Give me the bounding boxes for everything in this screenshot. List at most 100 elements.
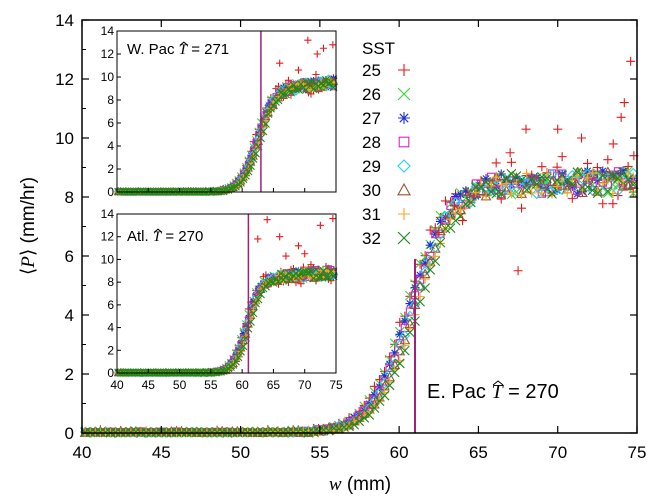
- main-point: [460, 186, 472, 198]
- wpac-y-tick-label: 6: [107, 116, 114, 130]
- main-point: [395, 329, 405, 339]
- main-point: [608, 172, 618, 182]
- wpac-point: [327, 78, 335, 87]
- legend-label: 30: [362, 181, 381, 200]
- main-point: [613, 175, 623, 185]
- main-point: [501, 183, 512, 195]
- main-point: [425, 264, 436, 275]
- main-point: [623, 174, 633, 184]
- legend-marker: [398, 112, 410, 124]
- wpac-point: [284, 84, 293, 93]
- main-point: [405, 327, 415, 338]
- main-point: [466, 196, 476, 206]
- main-point: [471, 188, 481, 198]
- wpac-point: [229, 183, 238, 192]
- y-axis-label: ⟨P⟩ (mm/hr): [18, 177, 39, 275]
- main-point: [451, 208, 461, 218]
- legend-label: 26: [362, 85, 381, 104]
- atl-annotation: Atl. T = 270: [127, 228, 203, 245]
- main-point: [542, 169, 552, 179]
- atl-frame: [116, 213, 337, 374]
- main-point: [582, 182, 593, 192]
- atl-y-tick-label: 14: [101, 207, 115, 221]
- wpac-outliers: [276, 36, 337, 74]
- main-point: [532, 173, 542, 183]
- wpac-point: [236, 178, 245, 187]
- main-point: [522, 168, 532, 178]
- wpac-outlier-point: [276, 59, 284, 67]
- main-point: [435, 216, 445, 226]
- main-point: [532, 183, 542, 193]
- main-x-tick-label: 50: [231, 443, 250, 462]
- atl-x-tick-label: 45: [142, 378, 156, 392]
- main-outlier-point: [434, 227, 444, 237]
- plot-frames: [81, 19, 638, 434]
- atl-point: [274, 277, 283, 286]
- main-point: [420, 274, 430, 284]
- main-point: [511, 178, 521, 188]
- legend-label: 29: [362, 157, 381, 176]
- main-point: [491, 158, 501, 168]
- main-point: [628, 188, 639, 199]
- main-point: [399, 345, 410, 356]
- atl-outliers: [254, 214, 337, 260]
- main-point: [567, 193, 577, 203]
- atl-point: [231, 357, 240, 366]
- wpac-y-tick-label: 4: [107, 139, 114, 153]
- wpac-point: [316, 79, 325, 88]
- main-point: [557, 152, 567, 162]
- main-point: [415, 296, 425, 307]
- main-outlier-point: [608, 139, 618, 149]
- main-point: [481, 174, 491, 184]
- wpac-y-tick-label: 10: [101, 70, 115, 84]
- wpac-annotation-label: W. Pac: [127, 41, 179, 58]
- main-annotation-hat: [492, 380, 504, 386]
- wpac-point: [239, 175, 248, 184]
- main-point: [531, 188, 543, 200]
- atl-x-tick-label: 70: [298, 378, 312, 392]
- main-point: [593, 186, 603, 196]
- atl-y-tick-label: 6: [107, 298, 114, 312]
- atl-point: [304, 268, 313, 277]
- atl-outlier-point: [294, 242, 303, 250]
- wpac-point: [301, 86, 310, 94]
- main-point: [455, 211, 466, 222]
- atl-outlier-point: [301, 250, 309, 258]
- main-x-tick-label: 40: [73, 443, 92, 462]
- atl-point: [239, 341, 247, 349]
- main-point: [537, 188, 547, 198]
- legend-label: 28: [362, 133, 381, 152]
- atl-series-29: [113, 267, 338, 378]
- wpac-series-31: [114, 77, 338, 196]
- main-point: [588, 168, 598, 178]
- wpac-point: [306, 77, 315, 86]
- wpac-series-26: [114, 75, 338, 196]
- main-annotation-value: = 270: [503, 381, 559, 403]
- main-point: [430, 256, 441, 266]
- x-axis-label-unit: (mm): [342, 474, 392, 495]
- wpac-point: [274, 96, 283, 105]
- wpac-point: [261, 119, 270, 128]
- wpac-point: [264, 110, 273, 118]
- main-point: [456, 190, 466, 200]
- legend: SST 25 26 27 28 29 30 31 32: [362, 39, 411, 248]
- atl-inset-data: [113, 214, 339, 378]
- main-outlier-point: [505, 148, 515, 158]
- main-point: [583, 166, 593, 176]
- main-point: [552, 182, 562, 192]
- atl-point: [239, 342, 248, 351]
- atl-outlier-point: [329, 214, 337, 223]
- main-point: [456, 205, 466, 215]
- main-point: [593, 175, 603, 185]
- main-point: [536, 178, 548, 189]
- main-point: [385, 363, 394, 372]
- atl-point: [276, 269, 285, 278]
- main-point: [333, 423, 344, 434]
- main-point: [380, 377, 389, 386]
- main-point: [319, 426, 329, 436]
- main-point: [496, 189, 507, 199]
- atl-point: [234, 353, 243, 362]
- main-outlier-point: [616, 112, 626, 122]
- main-y-tick-label: 14: [55, 11, 74, 30]
- main-point: [389, 367, 400, 378]
